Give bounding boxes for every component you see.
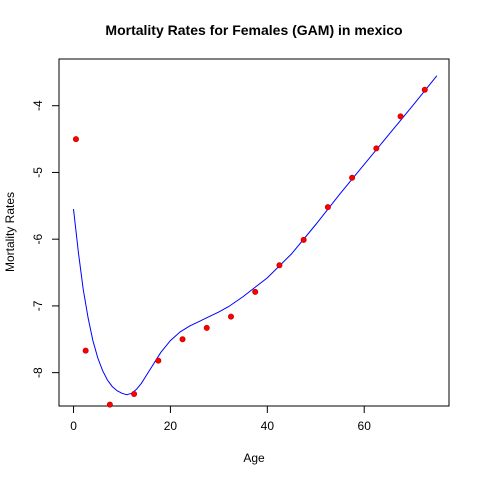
data-point: [227, 313, 234, 320]
x-tick-label: 40: [261, 419, 275, 433]
data-point: [179, 336, 186, 343]
x-tick-label: 60: [358, 419, 372, 433]
x-axis-label: Age: [243, 451, 265, 465]
data-point: [82, 347, 89, 354]
data-point: [324, 204, 331, 211]
data-point: [397, 113, 404, 120]
data-point: [252, 288, 259, 295]
y-tick-label: -7: [31, 300, 45, 311]
chart-title: Mortality Rates for Females (GAM) in mex…: [105, 22, 402, 38]
data-point: [276, 262, 283, 269]
y-tick-label: -8: [31, 367, 45, 378]
data-point: [203, 324, 210, 331]
data-point: [155, 357, 162, 364]
plot-frame: [58, 58, 450, 407]
data-point: [300, 236, 307, 243]
data-point: [106, 401, 113, 408]
data-point: [131, 390, 138, 397]
y-tick-label: -6: [31, 234, 45, 245]
y-axis-label: Mortality Rates: [3, 192, 17, 272]
plot-area: 0 20 40 60 -8 -7 -6 -5 -4: [31, 58, 450, 433]
x-tick-label: 20: [164, 419, 178, 433]
x-tick-label: 0: [70, 419, 77, 433]
data-point: [349, 174, 356, 181]
fitted-curve: [73, 75, 438, 396]
data-point: [373, 145, 380, 152]
y-tick-label: -4: [31, 100, 45, 111]
data-point: [421, 86, 428, 93]
y-tick-label: -5: [31, 167, 45, 178]
data-point: [72, 136, 79, 143]
